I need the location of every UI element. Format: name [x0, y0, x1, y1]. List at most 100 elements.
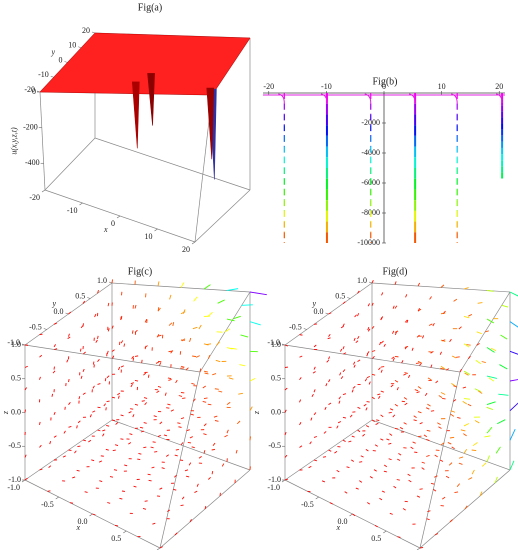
vector-arrow: [479, 491, 483, 497]
vector-arrow: [284, 387, 288, 391]
vector-arrow: [299, 399, 302, 403]
vector-arrow: [217, 299, 225, 304]
vector-arrow: [178, 426, 182, 428]
vector-arrow: [155, 361, 160, 364]
vector-arrow: [389, 433, 393, 436]
vector-arrow: [284, 409, 287, 413]
vector-arrow: [371, 302, 374, 307]
x-tick-label: 0.5: [111, 534, 121, 543]
vector-arrow: [426, 429, 431, 432]
vector-arrow: [403, 373, 407, 376]
vector-arrow: [340, 325, 344, 329]
vector-arrow: [404, 372, 408, 374]
vector-arrow: [379, 341, 382, 346]
vector-arrow: [442, 310, 446, 314]
vector-arrow: [92, 410, 96, 413]
vector-arrow: [454, 491, 459, 493]
vector-arrow: [66, 359, 69, 363]
y-tick: [87, 297, 91, 299]
vector-arrow: [53, 411, 56, 415]
vector-arrow: [24, 365, 28, 368]
vector-arrow: [391, 330, 395, 334]
vector-arrow: [416, 391, 420, 394]
vector-arrow: [404, 319, 408, 323]
vector-arrow: [337, 421, 342, 424]
vector-arrow: [390, 384, 394, 388]
vector-arrow: [78, 396, 81, 400]
vector-arrow: [299, 422, 302, 426]
vector-arrow: [186, 475, 190, 478]
vector-arrow: [144, 318, 148, 323]
vector-arrow: [417, 282, 421, 287]
vector-arrow: [342, 369, 346, 373]
vector-arrow: [218, 390, 223, 393]
spike: [496, 93, 504, 179]
z-axis-label: z: [1, 410, 10, 415]
vector-arrow: [371, 350, 376, 352]
vector-arrow: [326, 359, 330, 363]
vector-arrow: [134, 379, 139, 382]
vector-arrow: [407, 374, 411, 378]
y-tick-label: 1.0: [357, 276, 367, 285]
vector-arrow: [484, 435, 491, 438]
vector-arrow: [416, 334, 420, 338]
vector-arrow: [368, 381, 371, 385]
vector-arrow: [190, 413, 194, 416]
vector-arrow: [97, 358, 100, 362]
vector-arrow: [97, 335, 99, 339]
vector-arrow: [477, 302, 483, 304]
vector-arrow: [53, 435, 57, 438]
vector-arrow: [161, 467, 165, 469]
vector-arrow: [52, 370, 56, 374]
vector-arrow: [360, 455, 364, 458]
spike-tip: [278, 93, 285, 104]
vector-arrow: [130, 382, 134, 385]
vector-arrow: [226, 347, 233, 350]
vector-arrow: [82, 439, 87, 442]
vector-arrow: [426, 454, 430, 457]
vector-arrow: [383, 464, 388, 468]
vector-arrow: [216, 341, 220, 346]
vector-arrow: [363, 403, 367, 407]
vector-arrow: [211, 448, 216, 451]
vector-arrow: [299, 377, 302, 381]
vector-arrow: [191, 446, 195, 449]
vector-arrow: [406, 319, 409, 324]
vector-arrow: [153, 415, 157, 418]
vector-arrow: [144, 402, 147, 406]
vector-arrow: [157, 386, 162, 388]
vector-arrow: [76, 425, 78, 429]
vector-arrow: [212, 373, 217, 376]
vector-arrow: [192, 326, 198, 330]
vector-arrow: [102, 433, 105, 437]
vector-arrow: [143, 446, 147, 449]
vector-arrow: [392, 414, 396, 418]
vector-arrow: [94, 313, 97, 318]
vector-arrow: [394, 331, 397, 336]
vector-arrow: [451, 446, 455, 450]
vector-arrow: [396, 387, 399, 391]
vector-arrow: [388, 442, 392, 445]
vector-arrow: [388, 458, 392, 461]
vector-arrow: [172, 322, 175, 327]
vector-arrow: [417, 308, 420, 312]
x-tick: [55, 496, 59, 500]
vector-arrow: [79, 348, 82, 352]
vector-arrow: [106, 350, 109, 355]
vector-arrow: [414, 389, 419, 392]
vector-arrow: [202, 400, 207, 403]
vector-arrow: [367, 303, 370, 307]
vector-arrow: [478, 390, 483, 394]
vector-arrow: [417, 360, 422, 364]
vector-arrow: [328, 449, 332, 452]
vector-arrow: [323, 431, 327, 434]
vector-arrow: [249, 436, 251, 441]
vector-arrow: [214, 420, 219, 422]
x-tick: [349, 513, 353, 517]
vector-arrow: [63, 430, 66, 434]
spike: [320, 93, 328, 243]
x-tick-label: -20: [263, 82, 274, 91]
vector-arrow: [486, 318, 494, 324]
vector-arrow: [481, 462, 487, 467]
